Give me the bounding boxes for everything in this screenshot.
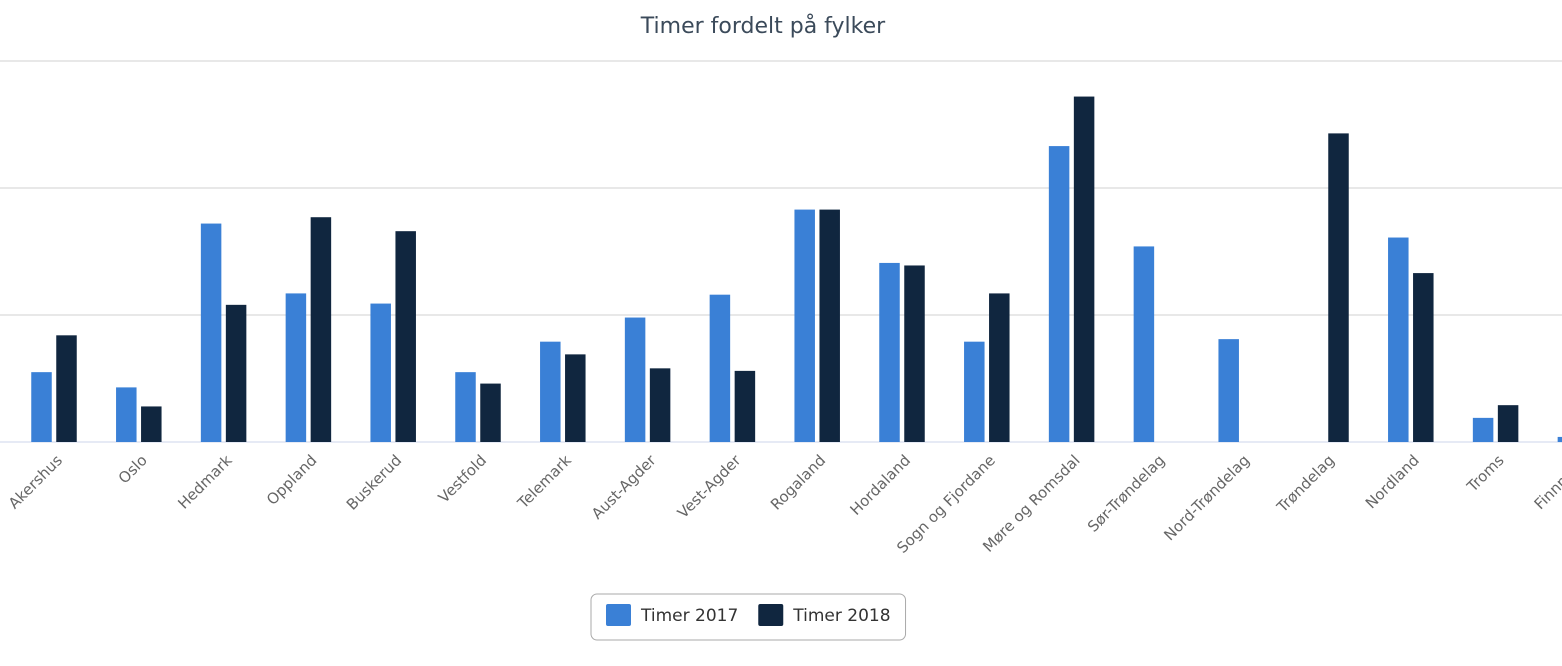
bar <box>964 341 985 442</box>
x-tick-label: Finnmark <box>1531 451 1562 513</box>
bar <box>285 293 307 442</box>
bar <box>624 317 646 442</box>
bar <box>1497 405 1519 442</box>
bar <box>480 383 501 442</box>
bar <box>819 209 840 442</box>
bar <box>709 294 731 442</box>
bar <box>1133 246 1155 442</box>
x-tick-label: Nord-Trøndelag <box>1160 451 1253 544</box>
bar <box>649 368 671 442</box>
x-tick-label: Vestfold <box>435 451 490 506</box>
x-tick-label: Aust-Agder <box>588 451 660 523</box>
chart-title: Timer fordelt på fylker <box>640 13 886 39</box>
legend-label[interactable]: Timer 2018 <box>792 606 890 626</box>
bar <box>395 231 416 442</box>
x-tick-label: Oslo <box>115 451 151 487</box>
x-tick-label: Buskerud <box>343 451 405 513</box>
bar <box>1472 417 1494 442</box>
bar <box>1413 273 1434 442</box>
bar <box>1073 96 1095 442</box>
bar <box>455 372 476 442</box>
bar <box>1388 237 1409 442</box>
x-tick-label: Nordland <box>1362 451 1423 512</box>
bar <box>879 262 900 442</box>
bar <box>56 335 77 442</box>
x-tick-label: Rogaland <box>767 451 829 513</box>
x-tick-label: Hedmark <box>174 451 236 513</box>
bar <box>1328 133 1349 442</box>
bar <box>794 209 815 442</box>
legend-swatch <box>606 604 631 626</box>
bar <box>540 341 561 442</box>
bar <box>1557 436 1562 442</box>
x-tick-label: Trøndelag <box>1273 451 1338 516</box>
legend-swatch <box>758 604 784 626</box>
bar <box>989 293 1010 442</box>
bar <box>370 303 391 442</box>
bar <box>904 265 925 442</box>
legend-label[interactable]: Timer 2017 <box>640 606 738 626</box>
bar <box>116 387 137 442</box>
legend: Timer 2017 Timer 2018 <box>590 593 907 641</box>
x-tick-label: Oppland <box>263 451 320 508</box>
bar <box>1048 146 1070 442</box>
bar <box>31 372 52 442</box>
x-tick-label: Telemark <box>513 451 575 513</box>
x-tick-label: Sør-Trøndelag <box>1084 451 1168 535</box>
bar <box>734 370 756 442</box>
bar <box>141 406 162 442</box>
legend-box <box>590 593 907 641</box>
x-tick-label: Hordaland <box>847 451 915 519</box>
bar <box>310 217 332 442</box>
x-tick-label: Vest-Agder <box>674 451 745 522</box>
x-tick-label: Akershus <box>5 451 66 512</box>
bar <box>225 304 247 442</box>
bar <box>1218 339 1239 442</box>
x-tick-label: Troms <box>1463 451 1508 496</box>
bar <box>200 223 222 442</box>
bar <box>565 354 586 442</box>
